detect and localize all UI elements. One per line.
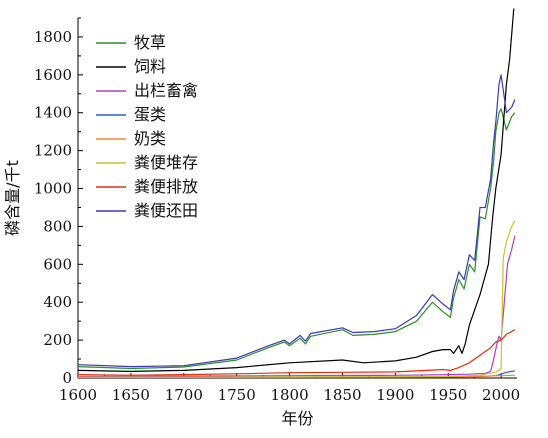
legend-label-6: 粪便堆存 [134,153,198,172]
x-tick-label: 2000 [482,386,520,404]
x-tick-label: 1600 [59,386,97,404]
legend-label-2: 饲料 [134,57,166,76]
series-line-1 [77,108,516,370]
y-tick-label: 200 [43,331,72,349]
x-tick-label: 1850 [323,386,361,404]
y-tick-label: 800 [43,217,72,235]
y-tick-label: 1200 [34,142,72,160]
x-tick-label: 1650 [112,386,150,404]
legend-label-7: 粪便排放 [134,177,198,196]
series-line-6 [78,220,516,378]
legend-label-4: 蛋类 [134,105,166,124]
x-tick-label: 1800 [270,386,308,404]
y-tick-label: 1000 [34,180,72,198]
series-line-2 [77,8,515,372]
axes: 1600 1650 1700 1750 1800 1850 1900 1950 2000 0 200… [34,17,520,404]
legend-label-3: 出栏畜禽 [134,81,198,100]
legend-label-1: 牧草 [134,33,166,52]
y-tick-label: 1800 [34,28,72,46]
x-tick-label: 1950 [429,386,467,404]
y-tick-label: 600 [43,255,72,273]
y-tick-label: 1600 [34,66,72,84]
x-tick-label: 1750 [218,386,256,404]
x-axis-label: 年份 [281,409,313,428]
x-tick-label: 1900 [376,386,414,404]
x-tick-label: 1700 [165,386,203,404]
series-line-3 [77,235,516,378]
series-line-7 [77,329,516,376]
series-layer [77,8,516,378]
legend-label-5: 奶类 [134,129,166,148]
series-line-8 [77,74,516,368]
y-tick-label: 400 [43,293,72,311]
y-tick-label: 1400 [34,104,72,122]
y-tick-label: 0 [62,369,72,387]
legend-label-8: 粪便还田 [134,201,198,220]
y-axis-label: 磷含量/千t [3,160,22,236]
